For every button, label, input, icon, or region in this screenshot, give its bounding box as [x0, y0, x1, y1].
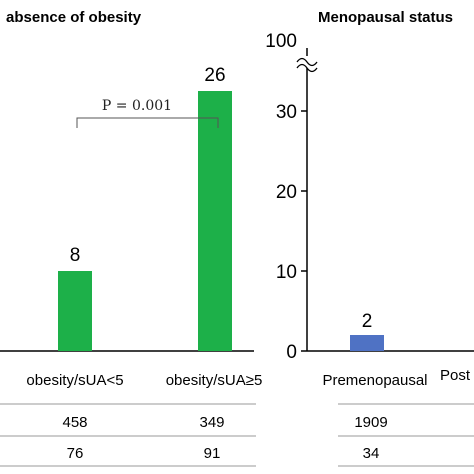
data-label-obesity-sua-lt5: 8	[70, 245, 81, 266]
category-label-post: Post	[440, 367, 471, 384]
data-label-obesity-sua-ge5: 26	[204, 65, 225, 86]
left-panel-title: absence of obesity	[6, 9, 142, 26]
table-cell: 34	[363, 445, 380, 462]
left-bar-group: 8 26	[58, 65, 232, 351]
tick-label-20: 20	[276, 182, 297, 203]
table-cell: 76	[67, 445, 84, 462]
bar-obesity-sua-lt5	[58, 271, 92, 351]
data-label-premenopausal: 2	[362, 311, 373, 332]
table-cell: 349	[199, 414, 224, 431]
tick-label-0: 0	[286, 342, 297, 363]
table-cell: 458	[62, 414, 87, 431]
significance-bracket	[76, 117, 219, 128]
right-panel-title: Menopausal status	[318, 9, 453, 26]
table-cell: 91	[204, 445, 221, 462]
category-label-obesity-sua-ge5: obesity/sUA≥5	[166, 372, 263, 389]
bar-obesity-sua-ge5	[198, 91, 232, 351]
tick-label-10: 10	[276, 262, 297, 283]
p-value-annotation: P = 0.001	[102, 98, 172, 114]
right-table: 1909 34	[338, 403, 474, 467]
right-panel: Menopausal status 0 10 20 30 100 2 Premenop…	[265, 9, 474, 467]
category-label-obesity-sua-lt5: obesity/sUA<5	[26, 372, 123, 389]
axis-break-icon	[296, 56, 318, 73]
table-cell: 1909	[354, 414, 387, 431]
category-label-premenopausal: Premenopausal	[322, 372, 427, 389]
right-y-ticks: 0 10 20 30	[276, 102, 307, 363]
left-table: 458 349 76 91	[0, 403, 256, 467]
tick-label-30: 30	[276, 102, 297, 123]
tick-label-100: 100	[265, 31, 297, 52]
left-panel: absence of obesity 8 26 P = 0.001 obesit…	[0, 9, 263, 467]
bar-premenopausal	[350, 335, 384, 351]
